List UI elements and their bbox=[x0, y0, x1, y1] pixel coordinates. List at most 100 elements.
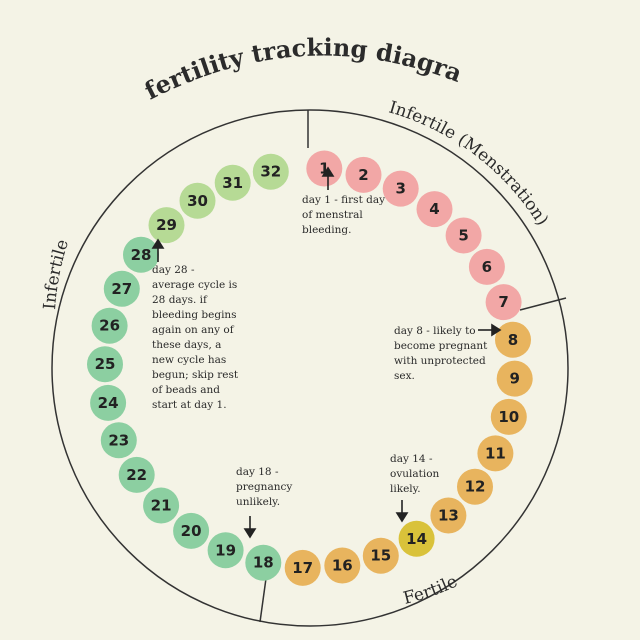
bead-number: 15 bbox=[370, 547, 391, 565]
bead-circle bbox=[100, 422, 137, 459]
arrow-day28 bbox=[151, 238, 165, 262]
bead-circle bbox=[207, 532, 244, 569]
bead-circle bbox=[214, 164, 251, 201]
bead-number: 20 bbox=[181, 522, 202, 540]
bead-circle bbox=[485, 284, 522, 321]
note-day8: day 8 - likely to become pregnant with u… bbox=[394, 325, 491, 382]
bead-circle bbox=[496, 360, 533, 397]
bead-day-1: 1 bbox=[306, 150, 343, 187]
note-day28: day 28 - average cycle is 28 days. if bl… bbox=[152, 264, 241, 411]
bead-number: 6 bbox=[482, 258, 492, 276]
bead-circle bbox=[179, 182, 216, 219]
bead-number: 28 bbox=[131, 246, 152, 264]
bead-circle bbox=[490, 398, 527, 435]
bead-day-25: 25 bbox=[87, 346, 123, 383]
label-fertile: Fertile bbox=[401, 572, 460, 609]
bead-day-17: 17 bbox=[284, 549, 321, 586]
bead-day-8: 8 bbox=[495, 321, 531, 358]
bead-day-7: 7 bbox=[485, 284, 522, 321]
arrow-day1 bbox=[321, 166, 335, 190]
bead-day-18: 18 bbox=[245, 544, 282, 581]
bead-day-11: 11 bbox=[477, 435, 514, 472]
bead-number: 32 bbox=[260, 163, 281, 181]
bead-number: 30 bbox=[187, 192, 208, 210]
bead-circle bbox=[445, 217, 482, 254]
bead-number: 13 bbox=[438, 507, 459, 525]
bead-number: 31 bbox=[222, 174, 243, 192]
bead-circle bbox=[148, 207, 185, 244]
divider-right bbox=[519, 297, 567, 311]
outer-ring bbox=[51, 109, 569, 627]
bead-day-24: 24 bbox=[90, 384, 127, 421]
bead-number: 8 bbox=[508, 331, 518, 349]
bead-number: 3 bbox=[395, 180, 405, 198]
bead-circle bbox=[103, 270, 140, 307]
bead-day-30: 30 bbox=[179, 182, 216, 219]
bead-day-26: 26 bbox=[91, 307, 128, 344]
bead-number: 25 bbox=[95, 355, 116, 373]
bead-ring: 1 234567891011121314151617181920212223242… bbox=[87, 150, 533, 586]
bead-day-3: 3 bbox=[382, 170, 419, 207]
bead-circle bbox=[91, 307, 128, 344]
label-infertile: Infertile bbox=[40, 237, 73, 310]
bead-day-5: 5 bbox=[445, 217, 482, 254]
bead-number: 7 bbox=[498, 293, 508, 311]
bead-number: 11 bbox=[485, 444, 506, 462]
bead-number: 2 bbox=[358, 166, 368, 184]
bead-day-31: 31 bbox=[214, 164, 251, 201]
bead-circle bbox=[477, 435, 514, 472]
bead-number: 23 bbox=[108, 431, 129, 449]
label-menstruation: Infertile (Menstration) bbox=[387, 98, 553, 230]
bead-circle bbox=[143, 487, 180, 524]
diagram-title: fertility tracking diagram bbox=[0, 0, 466, 105]
bead-day-21: 21 bbox=[143, 487, 180, 524]
bead-number: 29 bbox=[156, 216, 177, 234]
bead-circle bbox=[87, 346, 123, 383]
bead-number: 10 bbox=[498, 408, 519, 426]
bead-number: 19 bbox=[215, 541, 236, 559]
bead-day-12: 12 bbox=[457, 468, 493, 505]
bead-number: 5 bbox=[458, 227, 468, 245]
bead-circle bbox=[123, 236, 159, 273]
bead-day-16: 16 bbox=[324, 547, 361, 584]
bead-circle bbox=[382, 170, 419, 207]
bead-circle bbox=[90, 384, 127, 421]
bead-number: 12 bbox=[465, 478, 486, 496]
bead-number: 18 bbox=[253, 554, 274, 572]
bead-day-28: 28 bbox=[123, 236, 159, 273]
bead-day-15: 15 bbox=[362, 537, 399, 574]
bead-number: 1 bbox=[319, 160, 329, 178]
bead-circle bbox=[398, 520, 435, 557]
bead-circle bbox=[416, 191, 453, 228]
bead-number: 26 bbox=[99, 317, 120, 335]
bead-day-27: 27 bbox=[103, 270, 140, 307]
bead-day-29: 29 bbox=[148, 207, 185, 244]
bead-number: 9 bbox=[509, 370, 519, 388]
bead-circle bbox=[173, 512, 210, 549]
bead-circle bbox=[457, 468, 493, 505]
bead-day-10: 10 bbox=[490, 398, 527, 435]
bead-day-19: 19 bbox=[207, 532, 244, 569]
bead-circle bbox=[345, 156, 382, 193]
arrow-day14 bbox=[395, 500, 409, 523]
bead-circle bbox=[245, 544, 282, 581]
bead-day-6: 6 bbox=[468, 248, 505, 285]
bead-circle bbox=[495, 321, 531, 358]
bead-day-23: 23 bbox=[100, 422, 137, 459]
bead-day-4: 4 bbox=[416, 191, 453, 228]
bead-circle bbox=[252, 153, 289, 190]
bead-circle bbox=[430, 497, 467, 534]
bead-number: 27 bbox=[111, 280, 132, 298]
bead-day-20: 20 bbox=[173, 512, 210, 549]
bead-circle bbox=[362, 537, 399, 574]
bead-circle bbox=[324, 547, 361, 584]
bead-number: 14 bbox=[406, 530, 427, 548]
bead-circle bbox=[284, 549, 321, 586]
bead-number: 21 bbox=[151, 497, 172, 515]
bead-day-14: 14 bbox=[398, 520, 435, 557]
bead-day-2: 2 bbox=[345, 156, 382, 193]
bead-number: 4 bbox=[429, 200, 439, 218]
bead-number: 22 bbox=[126, 466, 147, 484]
